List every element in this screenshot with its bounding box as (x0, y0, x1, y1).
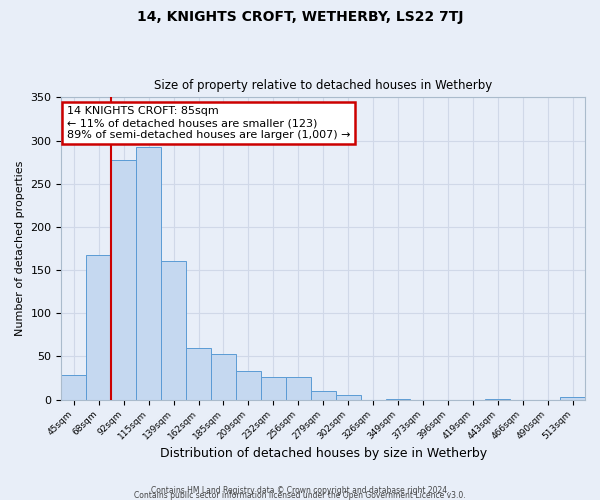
Bar (386, 399, 410, 400)
Bar (111, 160, 136, 400)
Y-axis label: Number of detached properties: Number of detached properties (15, 161, 25, 336)
Text: Contains public sector information licensed under the Open Government Licence v3: Contains public sector information licen… (134, 490, 466, 500)
Bar (311, 391, 335, 400)
Bar (335, 396, 361, 400)
Bar (236, 371, 261, 400)
Bar (261, 377, 286, 400)
X-axis label: Distribution of detached houses by size in Wetherby: Distribution of detached houses by size … (160, 447, 487, 460)
Bar (161, 260, 186, 400)
Title: Size of property relative to detached houses in Wetherby: Size of property relative to detached ho… (154, 79, 493, 92)
Text: 14, KNIGHTS CROFT, WETHERBY, LS22 7TJ: 14, KNIGHTS CROFT, WETHERBY, LS22 7TJ (137, 10, 463, 24)
Bar (86, 254, 111, 400)
Bar (136, 148, 161, 400)
Bar (211, 354, 236, 400)
Text: 14 KNIGHTS CROFT: 85sqm
← 11% of detached houses are smaller (123)
89% of semi-d: 14 KNIGHTS CROFT: 85sqm ← 11% of detache… (67, 106, 350, 140)
Bar (560, 397, 585, 400)
Bar (61, 374, 86, 400)
Bar (286, 377, 311, 400)
Text: Contains HM Land Registry data © Crown copyright and database right 2024.: Contains HM Land Registry data © Crown c… (151, 486, 449, 495)
Bar (186, 348, 211, 400)
Bar (485, 399, 510, 400)
